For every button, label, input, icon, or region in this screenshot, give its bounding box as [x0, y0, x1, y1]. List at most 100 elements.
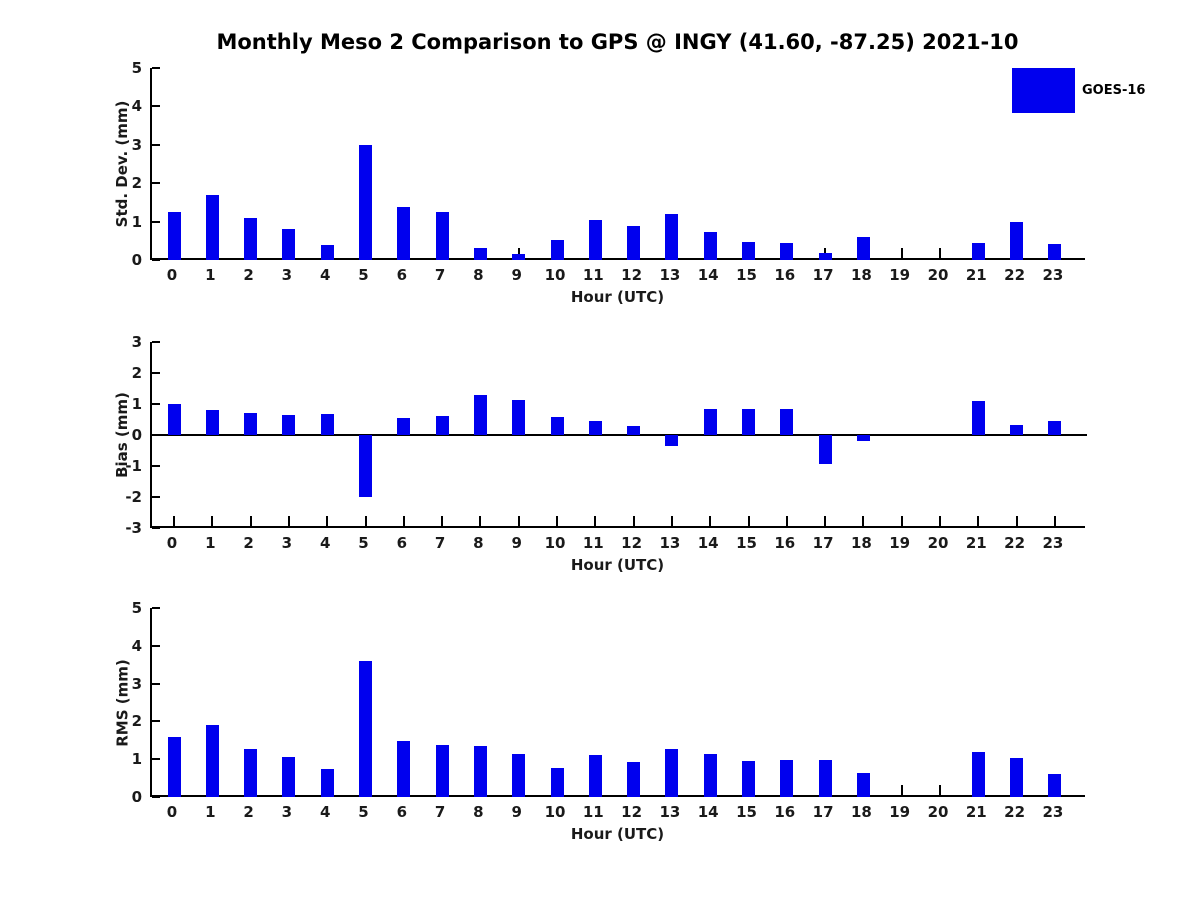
y-tick: [152, 403, 160, 405]
y-tick-label: 0: [131, 788, 142, 806]
bar-hour-14: [703, 231, 717, 260]
x-tick-label: 21: [965, 803, 987, 821]
bar-hour-2: [244, 748, 258, 797]
x-tick-label: 19: [889, 534, 911, 552]
bar-hour-17: [818, 253, 832, 260]
x-tick-label: 8: [473, 266, 484, 284]
x-tick-label: 10: [544, 534, 566, 552]
plot-area: [150, 607, 1085, 798]
y-tick-label: -2: [125, 488, 142, 506]
x-tick-label: 15: [736, 266, 757, 284]
legend-label: GOES-16: [1082, 83, 1146, 98]
bar-hour-11: [588, 220, 602, 260]
bar-hour-8: [473, 248, 487, 260]
x-tick-label: 2: [243, 803, 254, 821]
y-tick: [152, 341, 160, 343]
x-tick: [479, 516, 482, 526]
x-tick-label: 12: [621, 534, 643, 552]
y-tick: [152, 496, 160, 498]
x-tick-label: 6: [396, 534, 408, 552]
x-tick-label: 5: [358, 534, 369, 552]
x-tick-label: 20: [927, 534, 949, 552]
y-tick-label: 2: [131, 364, 142, 382]
y-tick: [152, 644, 160, 647]
x-tick-label: 11: [582, 534, 604, 552]
x-tick: [900, 785, 903, 795]
bar-hour-12: [627, 425, 641, 435]
bar-hour-17: [818, 759, 832, 797]
x-tick-label: 22: [1004, 534, 1026, 552]
x-tick-label: 15: [736, 534, 757, 552]
x-tick-label: 2: [243, 534, 254, 552]
bar-hour-17: [818, 435, 832, 465]
x-tick-label: 12: [621, 803, 643, 821]
x-tick: [785, 516, 788, 526]
chart-title: Monthly Meso 2 Comparison to GPS @ INGY …: [216, 30, 1019, 54]
x-tick-label: 14: [697, 803, 719, 821]
bar-hour-22: [1010, 758, 1024, 797]
x-tick: [402, 516, 405, 526]
bar-hour-7: [435, 744, 449, 797]
x-tick-label: 18: [850, 534, 872, 552]
x-tick-label: 18: [850, 803, 872, 821]
bar-hour-6: [397, 207, 411, 260]
bar-hour-18: [856, 435, 870, 442]
y-tick: [152, 105, 160, 108]
y-tick-label: -1: [125, 457, 142, 475]
x-tick: [939, 248, 941, 258]
bar-hour-23: [1048, 421, 1062, 435]
y-tick: [152, 796, 160, 798]
x-tick-label: 8: [473, 534, 484, 552]
x-tick-label: 17: [812, 803, 834, 821]
y-tick-label: 4: [131, 636, 142, 655]
bar-hour-14: [703, 408, 717, 435]
bar-hour-11: [588, 755, 602, 797]
bar-hour-12: [627, 761, 641, 797]
bar-hour-10: [550, 767, 564, 797]
bar-hour-6: [397, 741, 411, 797]
x-tick: [747, 516, 750, 526]
x-tick: [709, 516, 712, 526]
bar-hour-0: [167, 736, 181, 797]
bar-hour-13: [665, 213, 679, 260]
bar-hour-9: [512, 254, 526, 260]
x-tick-label: 1: [205, 803, 216, 821]
bar-hour-3: [282, 757, 296, 797]
x-tick-label: 17: [812, 534, 834, 552]
bar-hour-21: [971, 400, 985, 435]
x-tick-label: 20: [927, 803, 949, 821]
bar-hour-1: [205, 725, 219, 797]
bar-hour-16: [780, 759, 794, 797]
y-tick-label: 2: [131, 712, 142, 731]
bar-hour-22: [1010, 222, 1024, 260]
y-tick: [152, 372, 160, 374]
y-tick-label: 2: [131, 174, 142, 193]
y-tick-label: 3: [131, 674, 142, 693]
x-tick-label: 7: [434, 803, 446, 821]
x-tick: [249, 516, 252, 526]
x-axis-label-hour-utc: Hour (UTC): [570, 825, 665, 843]
x-tick-label: 6: [396, 803, 408, 821]
y-tick: [152, 720, 160, 723]
x-tick-label: 9: [511, 803, 522, 821]
bar-hour-3: [282, 415, 296, 435]
x-tick: [900, 248, 903, 258]
y-tick: [152, 220, 160, 223]
x-tick-label: 3: [281, 803, 293, 821]
bar-hour-3: [282, 228, 296, 260]
x-tick-label: 9: [511, 266, 522, 284]
x-tick: [594, 516, 597, 526]
bar-hour-23: [1048, 774, 1062, 797]
bar-hour-2: [244, 413, 258, 435]
bar-hour-13: [665, 435, 679, 446]
y-tick: [152, 527, 160, 529]
bar-hour-21: [971, 751, 985, 797]
x-tick-label: 11: [582, 803, 604, 821]
bar-hour-7: [435, 212, 449, 260]
y-tick-label: 3: [131, 333, 142, 351]
legend-color-swatch: [1012, 68, 1075, 113]
bar-hour-1: [205, 194, 219, 260]
y-tick: [152, 67, 160, 69]
x-tick-label: 17: [812, 266, 834, 284]
